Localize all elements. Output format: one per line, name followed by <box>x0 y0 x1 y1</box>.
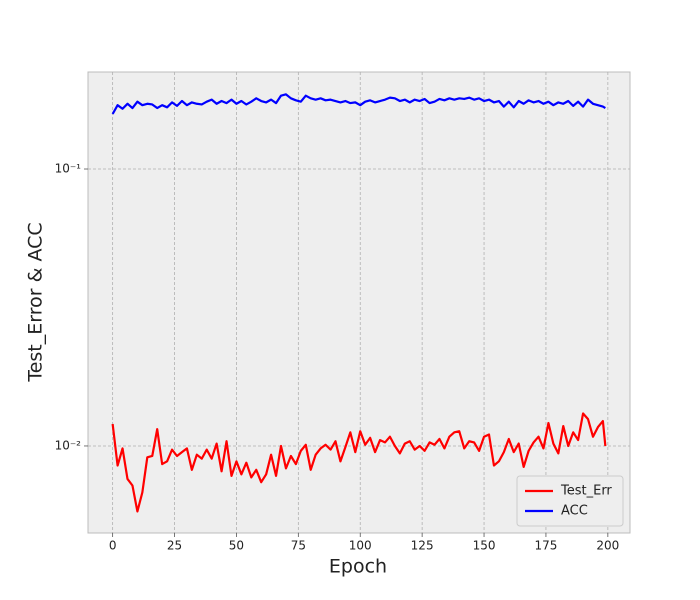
y-tick-label: 10⁻¹ <box>55 162 82 176</box>
x-tick-label: 200 <box>596 539 619 553</box>
x-tick-label: 175 <box>534 539 557 553</box>
x-tick-label: 125 <box>411 539 434 553</box>
x-axis-label: Epoch <box>329 556 387 578</box>
series-line <box>111 412 607 513</box>
y-tick-label: 10⁻² <box>55 438 82 452</box>
legend-label: ACC <box>561 504 588 519</box>
x-tick-label: 0 <box>109 539 117 553</box>
x-tick-label: 25 <box>167 539 182 553</box>
x-tick-label: 75 <box>291 539 306 553</box>
x-tick-label: 50 <box>229 539 244 553</box>
legend-box <box>516 475 624 527</box>
legend-label: Test_Err <box>560 484 612 499</box>
x-tick-label: 100 <box>349 539 372 553</box>
plot-area <box>87 71 631 534</box>
y-axis-label: Test_Error & ACC <box>25 222 47 382</box>
x-tick-label: 150 <box>473 539 496 553</box>
series-line <box>111 93 606 115</box>
